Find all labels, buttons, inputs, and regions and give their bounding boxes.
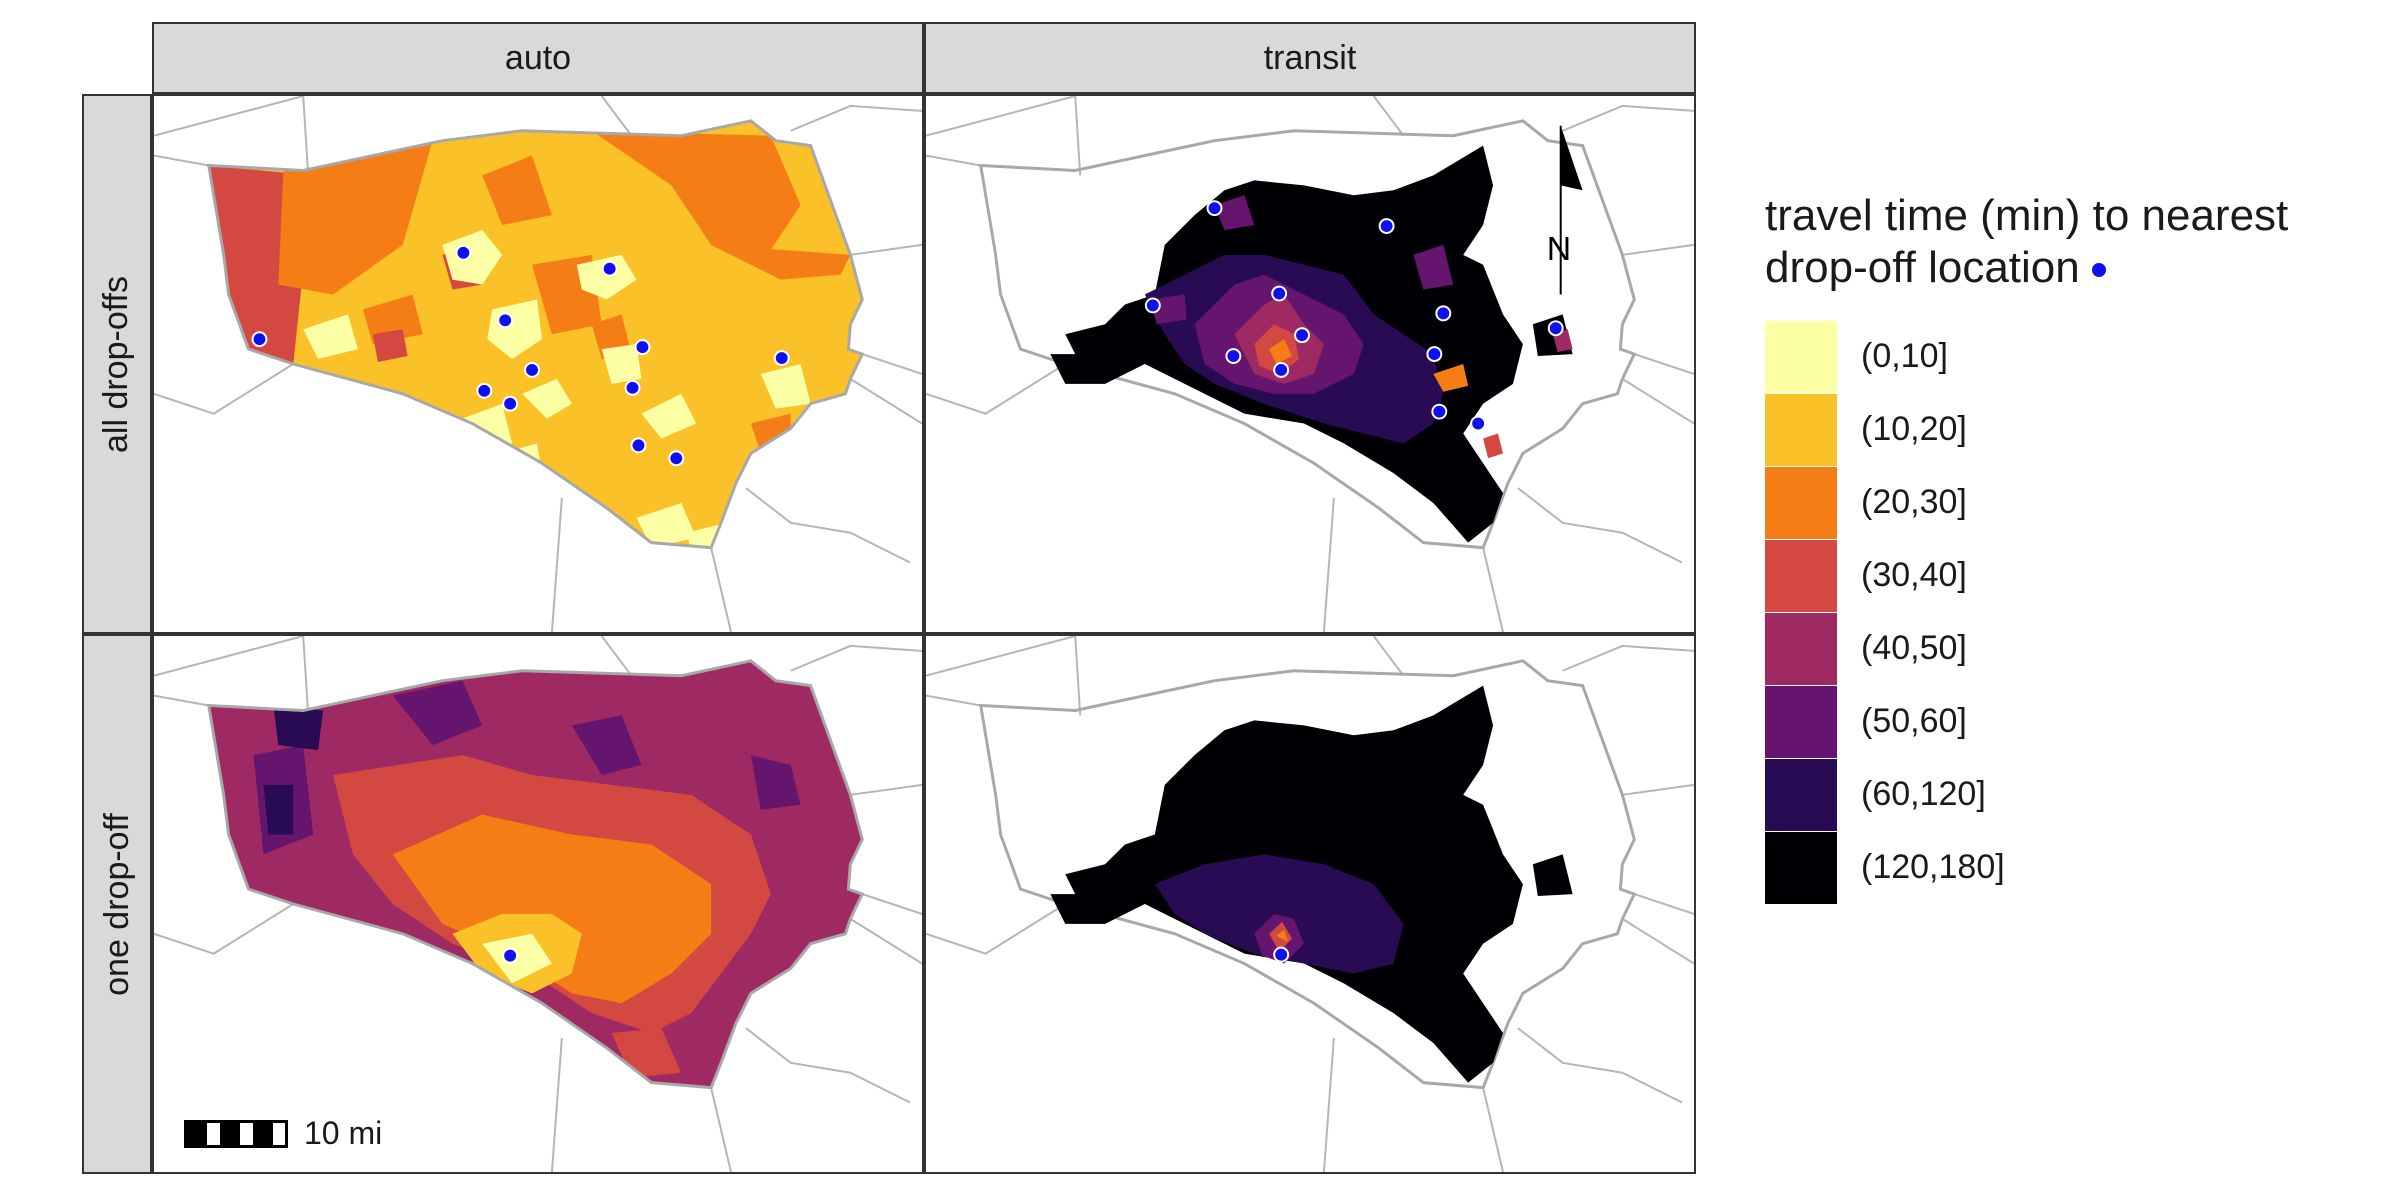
legend-item: (40,50] xyxy=(1765,612,2385,685)
facet-label-all-drop-offs: all drop-offs xyxy=(97,275,136,453)
map-panel-transit-one xyxy=(924,634,1696,1174)
legend-title-line1: travel time (min) to nearest xyxy=(1765,191,2289,240)
facet-strip-transit: transit xyxy=(924,22,1696,94)
legend-title-line2: drop-off location xyxy=(1765,243,2080,292)
drive-time-zones xyxy=(208,120,863,548)
facet-strip-auto: auto xyxy=(152,22,924,94)
drive-time-zones xyxy=(208,660,863,1088)
facet-strip-all-drop-offs: all drop-offs xyxy=(82,94,152,634)
legend-swatch xyxy=(1765,393,1837,466)
drop-off-markers xyxy=(502,947,519,964)
legend-label: (60,120] xyxy=(1861,775,1986,813)
north-arrow-label: N xyxy=(1547,230,1571,268)
legend-label: (10,20] xyxy=(1861,410,1967,448)
transit-coverage xyxy=(1050,145,1573,543)
legend-item: (10,20] xyxy=(1765,393,2385,466)
map-panel-auto-all xyxy=(152,94,924,634)
legend-label: (40,50] xyxy=(1861,629,1967,667)
legend-item: (60,120] xyxy=(1765,758,2385,831)
legend-swatch xyxy=(1765,758,1837,831)
legend-item: (120,180] xyxy=(1765,831,2385,904)
legend-swatch xyxy=(1765,831,1837,904)
drop-off-markers xyxy=(1144,200,1564,432)
legend-item: (50,60] xyxy=(1765,685,2385,758)
legend-title: travel time (min) to nearest drop-off lo… xyxy=(1765,190,2385,294)
legend-swatch xyxy=(1765,466,1837,539)
legend-swatch xyxy=(1765,685,1837,758)
facet-label-one-drop-off: one drop-off xyxy=(97,812,136,996)
map-panel-transit-all: N xyxy=(924,94,1696,634)
facet-label-auto: auto xyxy=(504,38,572,77)
legend: travel time (min) to nearest drop-off lo… xyxy=(1765,190,2385,904)
county-outlines xyxy=(154,96,922,632)
legend-classes: (0,10] (10,20] (20,30] (30,40] (40,50] (50,60… xyxy=(1765,320,2385,904)
legend-item: (20,30] xyxy=(1765,466,2385,539)
legend-label: (50,60] xyxy=(1861,702,1967,740)
north-arrow: N xyxy=(1547,125,1583,295)
legend-swatch xyxy=(1765,539,1837,612)
scale-bar-graphic xyxy=(184,1119,288,1148)
map-panel-auto-one xyxy=(152,634,924,1174)
transit-coverage xyxy=(1050,685,1573,1083)
facet-label-transit: transit xyxy=(1263,38,1357,77)
scale-bar: 10 mi xyxy=(184,1115,382,1152)
legend-label: (0,10] xyxy=(1861,337,1948,375)
county-outlines xyxy=(926,636,1694,1172)
legend-swatch xyxy=(1765,612,1837,685)
legend-label: (120,180] xyxy=(1861,848,2005,886)
legend-item: (30,40] xyxy=(1765,539,2385,612)
legend-swatch xyxy=(1765,320,1837,393)
drop-off-marker-icon xyxy=(2089,261,2108,280)
county-boundary xyxy=(206,659,865,1090)
scale-bar-label: 10 mi xyxy=(304,1115,383,1151)
legend-label: (30,40] xyxy=(1861,556,1967,594)
facet-strip-one-drop-off: one drop-off xyxy=(82,634,152,1174)
county-outlines xyxy=(154,636,922,1172)
legend-item: (0,10] xyxy=(1765,320,2385,393)
county-boundary xyxy=(206,119,865,550)
drop-off-markers xyxy=(251,244,790,467)
county-outlines xyxy=(926,96,1694,632)
drop-off-markers xyxy=(1273,946,1290,963)
legend-label: (20,30] xyxy=(1861,483,1967,521)
